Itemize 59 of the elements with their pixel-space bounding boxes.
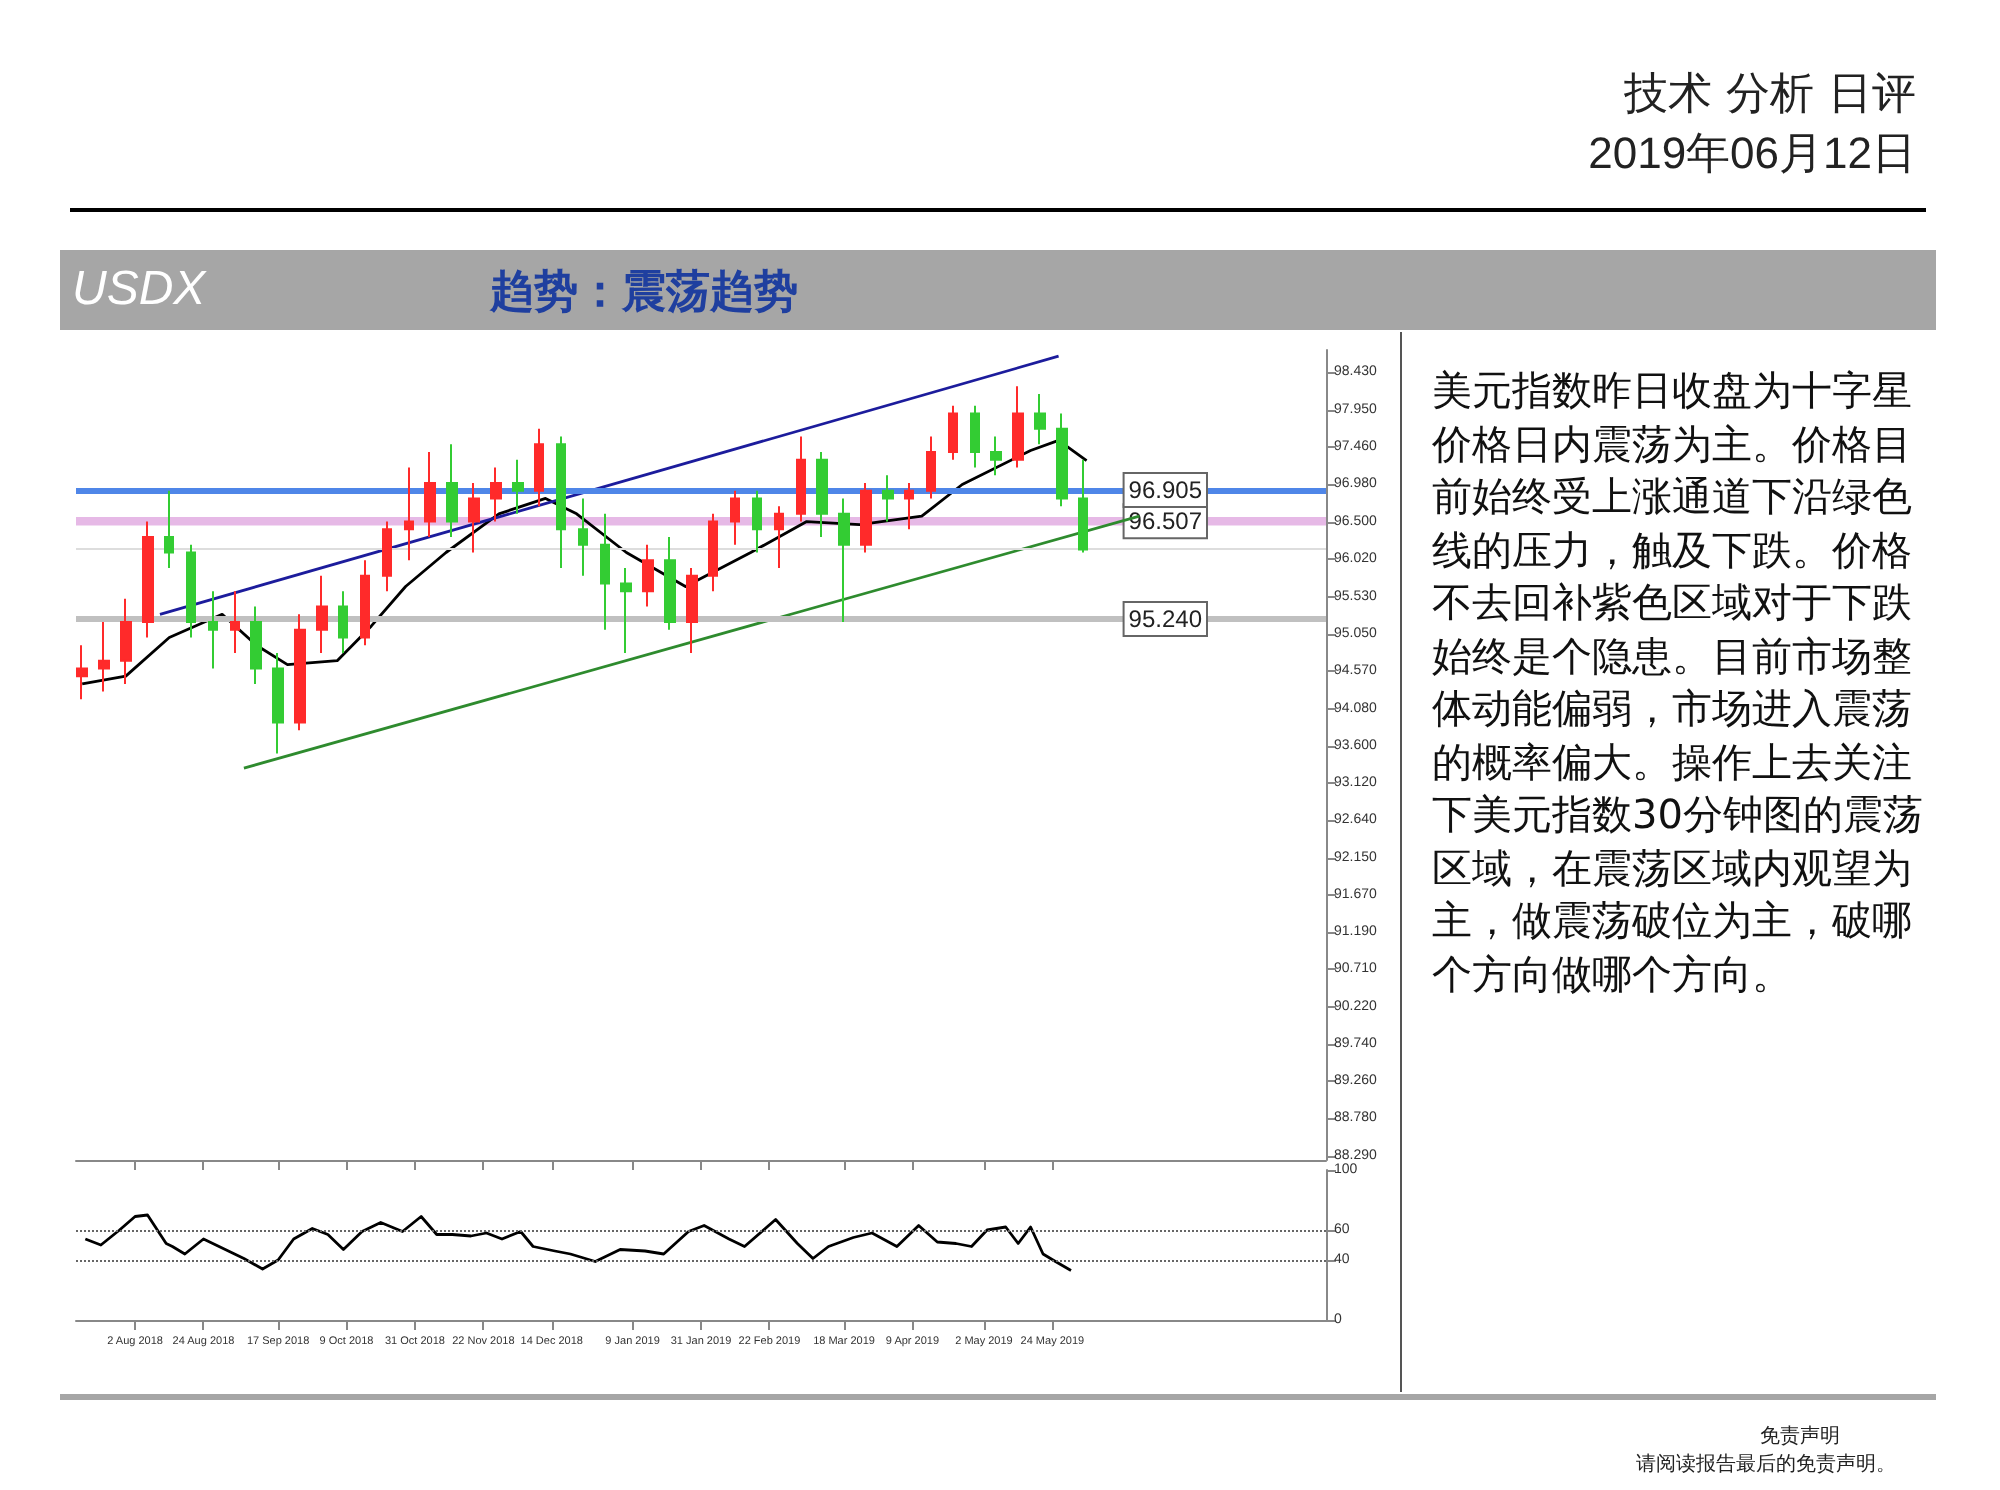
candlestick [164, 489, 174, 569]
candlestick [404, 466, 414, 562]
candlestick [1034, 393, 1046, 446]
ref-line-label: 95.240 [1128, 604, 1203, 633]
candlestick [534, 427, 544, 508]
candlestick [752, 489, 762, 554]
candlestick [990, 435, 1002, 477]
candlestick [512, 458, 524, 515]
candlestick [796, 435, 806, 523]
candlestick [838, 497, 850, 624]
candlestick [882, 474, 894, 523]
candlestick [186, 543, 196, 639]
candlestick [970, 404, 980, 469]
candlestick [730, 489, 740, 546]
candlestick [230, 590, 240, 654]
candlestick [316, 574, 328, 654]
candlestick [904, 481, 914, 531]
candlestick [120, 597, 132, 685]
candlestick [926, 435, 936, 500]
candlestick [600, 512, 610, 631]
text: 请阅读报告最后的免责声明。 [1636, 1451, 1896, 1478]
candlestick [686, 566, 698, 654]
candlestick [774, 505, 784, 569]
chart-title: USDX [72, 262, 206, 318]
candlestick [1078, 458, 1088, 554]
candlestick [664, 536, 676, 631]
text: 免责声明 [1760, 1423, 1840, 1450]
candlestick [208, 590, 218, 670]
candlestick [490, 466, 502, 523]
chart-subtitle: 趋势：震荡趋势 [490, 264, 798, 322]
band-label: 96.507 [1128, 507, 1203, 536]
candlestick [76, 644, 88, 701]
line-series [83, 1213, 1073, 1272]
candlestick [1056, 412, 1068, 508]
candlestick [98, 621, 110, 693]
candlestick [424, 451, 436, 539]
candlestick [556, 435, 566, 569]
candlestick [948, 404, 958, 461]
text: 技术 分析 日评 [1624, 68, 1916, 124]
candlestick [294, 613, 306, 732]
candlestick [860, 481, 872, 554]
line-series [80, 439, 1088, 686]
text: 美元指数昨日收盘为十字星价格日内震荡为主。价格目前始终受上涨通道下沿绿色线的压力，触及下跌。价格不去回补紫色区域对于下跌始终是个隐患。目前市场整体动能偏弱，市场进入震荡的概率偏大。操作上去关注下美元指数30分钟图的震荡区域，在震荡区域内观望为主，做震荡破位为主，破哪个方向做哪个方向。 [1432, 366, 1923, 997]
candlestick [382, 520, 392, 593]
candlestick [1012, 385, 1024, 469]
text: 2019年06月12日 [1588, 126, 1916, 182]
candlestick [620, 566, 632, 654]
candlestick [142, 520, 154, 639]
candlestick [708, 512, 718, 593]
candlestick [578, 497, 588, 577]
candlestick [250, 605, 262, 685]
candlestick [446, 443, 458, 539]
candlestick [360, 559, 370, 647]
candlestick [338, 590, 348, 654]
candlestick [272, 651, 284, 755]
ref-line-label: 96.905 [1128, 475, 1203, 504]
candlestick [816, 451, 828, 539]
candlestick [642, 543, 654, 608]
candlestick [468, 481, 480, 554]
